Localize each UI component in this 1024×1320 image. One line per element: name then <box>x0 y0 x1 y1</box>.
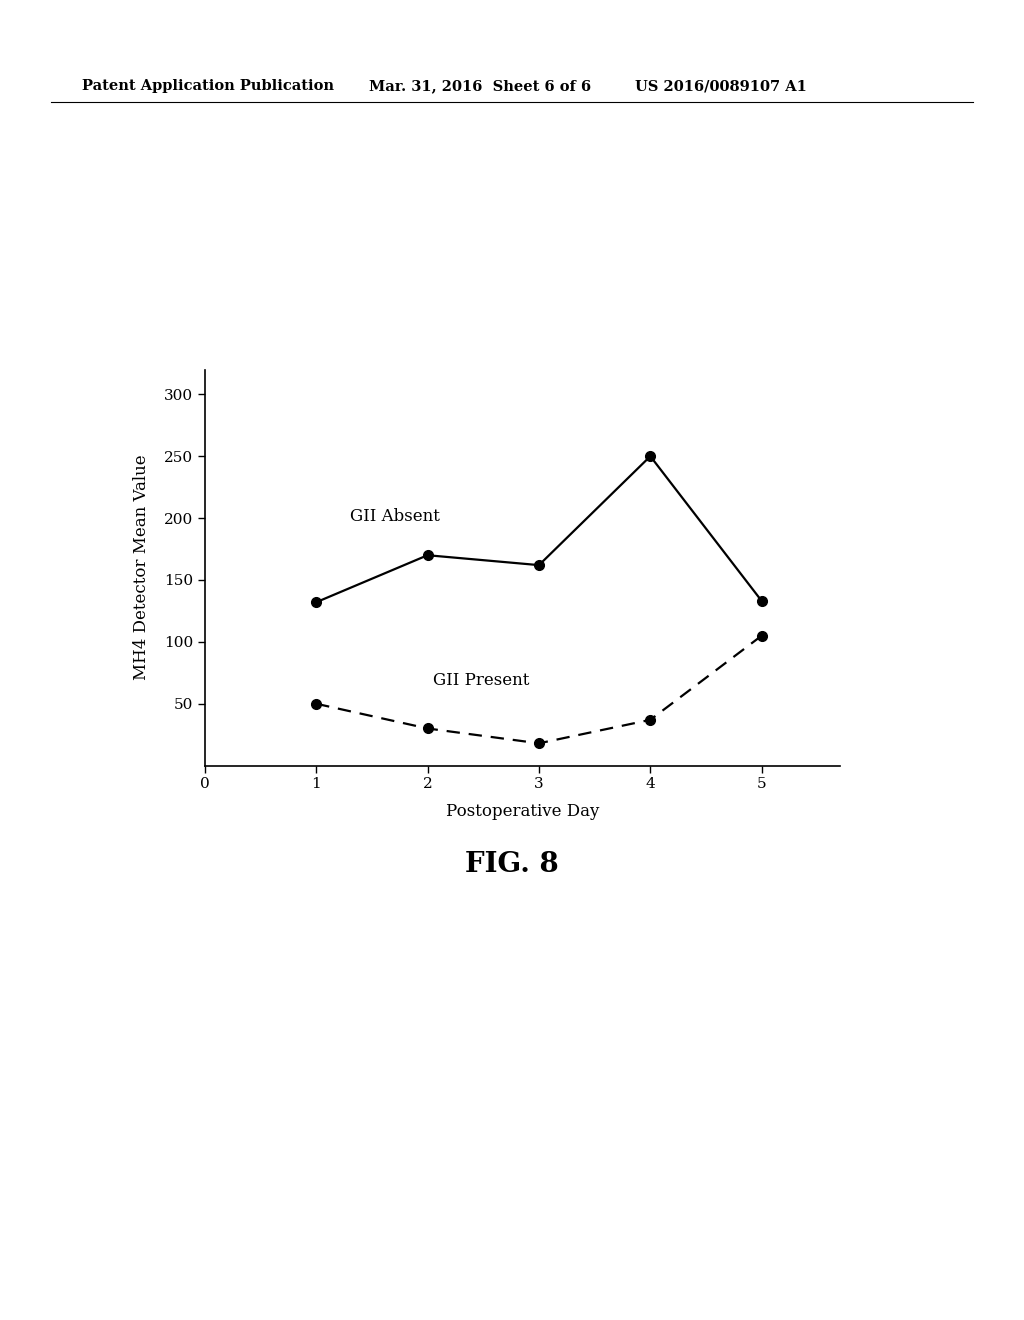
Y-axis label: MH4 Detector Mean Value: MH4 Detector Mean Value <box>133 455 150 680</box>
Text: GII Absent: GII Absent <box>349 508 439 524</box>
Text: Mar. 31, 2016  Sheet 6 of 6: Mar. 31, 2016 Sheet 6 of 6 <box>369 79 591 94</box>
Text: US 2016/0089107 A1: US 2016/0089107 A1 <box>635 79 807 94</box>
Text: Patent Application Publication: Patent Application Publication <box>82 79 334 94</box>
Text: FIG. 8: FIG. 8 <box>465 851 559 878</box>
Text: GII Present: GII Present <box>433 672 529 689</box>
X-axis label: Postoperative Day: Postoperative Day <box>445 803 599 820</box>
